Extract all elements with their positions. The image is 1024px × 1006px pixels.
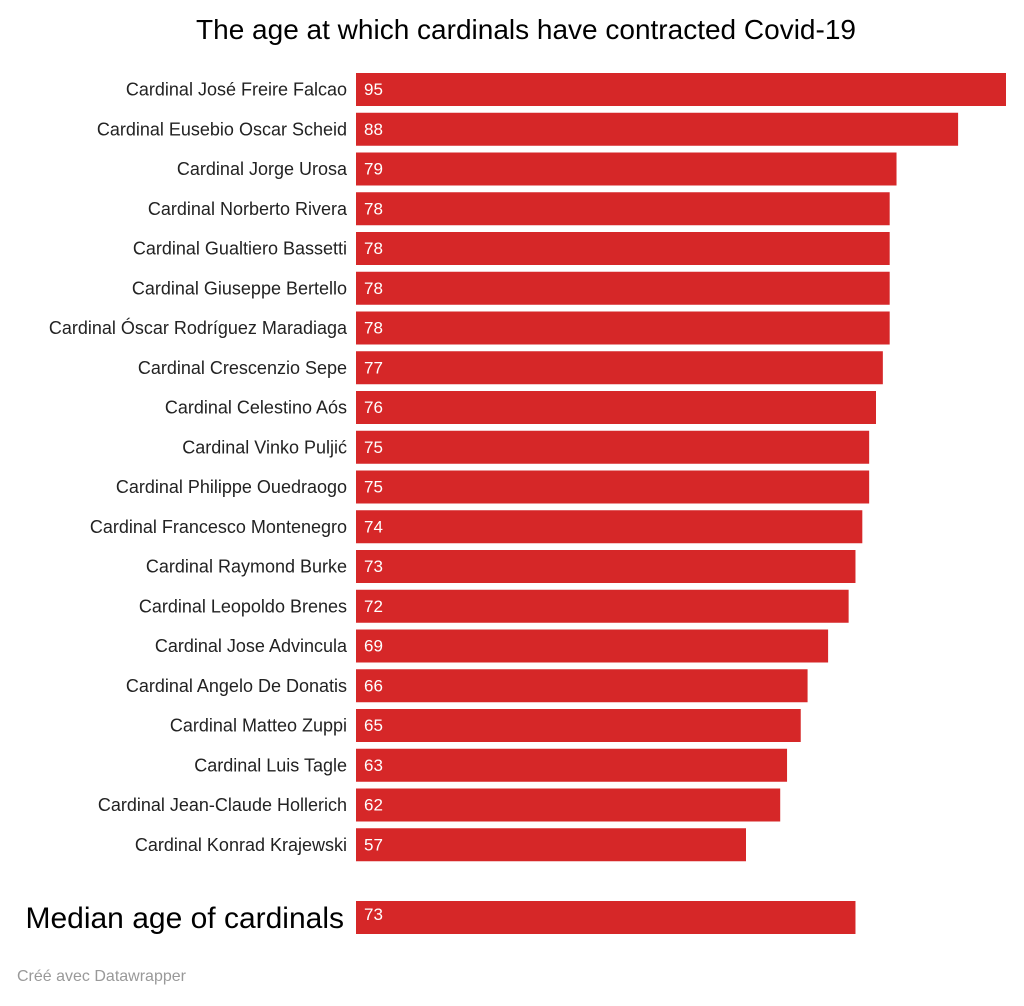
value-label: 75 (364, 438, 383, 457)
value-label: 78 (364, 279, 383, 298)
category-label: Cardinal Francesco Montenegro (90, 517, 347, 537)
bar (356, 510, 863, 544)
bar-row: Cardinal Konrad Krajewski 57 (135, 828, 746, 862)
bar (356, 351, 883, 385)
median-label: Median age of cardinals (25, 902, 344, 935)
bar-row: Cardinal José Freire Falcao 95 (126, 73, 1006, 106)
category-label: Cardinal Eusebio Oscar Scheid (97, 119, 347, 139)
bar (356, 430, 870, 464)
bar (356, 669, 808, 703)
category-label: Cardinal Angelo De Donatis (126, 676, 347, 696)
value-label: 78 (364, 239, 383, 258)
bars-group: Cardinal José Freire Falcao 95 Cardinal Eu… (49, 73, 1006, 862)
value-label: 75 (364, 478, 383, 497)
bar (356, 748, 788, 782)
value-label: 72 (364, 597, 383, 616)
value-label: 73 (364, 557, 383, 576)
bar-row: Cardinal Norberto Rivera 78 (148, 192, 890, 226)
bar-row: Cardinal Jose Advincula 69 (155, 629, 829, 663)
bar (356, 629, 829, 663)
category-label: Cardinal Óscar Rodríguez Maradiaga (49, 317, 348, 338)
bar-row: Cardinal Philippe Ouedraogo 75 (116, 470, 870, 504)
value-label: 69 (364, 637, 383, 656)
value-label: 66 (364, 676, 383, 695)
value-label: 62 (364, 796, 383, 815)
bar (356, 271, 890, 305)
category-label: Cardinal Matteo Zuppi (170, 716, 347, 736)
bar-row: Cardinal Jorge Urosa 79 (177, 152, 897, 186)
bar-row: Cardinal Óscar Rodríguez Maradiaga 78 (49, 311, 890, 345)
value-label: 57 (364, 835, 383, 854)
bar (356, 788, 781, 822)
value-label: 74 (364, 517, 383, 536)
median-value-label: 73 (364, 905, 383, 924)
category-label: Cardinal Philippe Ouedraogo (116, 477, 347, 497)
value-label: 78 (364, 199, 383, 218)
category-label: Cardinal Jose Advincula (155, 636, 348, 656)
bar-row: Cardinal Eusebio Oscar Scheid 88 (97, 112, 959, 146)
bar-row: Cardinal Luis Tagle 63 (194, 748, 788, 782)
bar (356, 828, 746, 862)
category-label: Cardinal Jorge Urosa (177, 159, 348, 179)
value-label: 78 (364, 319, 383, 338)
bar (356, 589, 849, 623)
value-label: 65 (364, 716, 383, 735)
value-label: 63 (364, 756, 383, 775)
bar (356, 192, 890, 226)
bar (356, 709, 801, 742)
value-label: 76 (364, 398, 383, 417)
category-label: Cardinal Norberto Rivera (148, 199, 348, 219)
bar-row: Cardinal Angelo De Donatis 66 (126, 669, 808, 703)
bar-row: Cardinal Matteo Zuppi 65 (170, 709, 801, 742)
bar (356, 550, 856, 583)
bar-row: Cardinal Francesco Montenegro 74 (90, 510, 863, 544)
category-label: Cardinal Vinko Puljić (182, 437, 347, 457)
median-bar (356, 901, 856, 934)
credit-text: Créé avec Datawrapper (17, 968, 186, 985)
bar-row: Cardinal Leopoldo Brenes 72 (139, 589, 849, 623)
bar-row: Cardinal Vinko Puljić 75 (182, 430, 870, 464)
value-label: 88 (364, 120, 383, 139)
bar-row: Cardinal Jean-Claude Hollerich 62 (98, 788, 781, 822)
bar (356, 73, 1006, 106)
bar-row: Cardinal Crescenzio Sepe 77 (138, 351, 883, 385)
bar (356, 152, 897, 186)
category-label: Cardinal Giuseppe Bertello (132, 278, 347, 298)
bar-row: Cardinal Celestino Aós 76 (165, 391, 876, 424)
value-label: 79 (364, 160, 383, 179)
category-label: Cardinal Luis Tagle (194, 755, 347, 775)
bar-row: Cardinal Giuseppe Bertello 78 (132, 271, 890, 305)
category-label: Cardinal Jean-Claude Hollerich (98, 795, 347, 815)
bar (356, 112, 959, 146)
bar (356, 470, 870, 504)
bar (356, 391, 876, 424)
category-label: Cardinal Leopoldo Brenes (139, 596, 347, 616)
category-label: Cardinal Celestino Aós (165, 398, 347, 418)
category-label: Cardinal Gualtiero Bassetti (133, 239, 347, 259)
bar-row: Cardinal Gualtiero Bassetti 78 (133, 232, 890, 265)
bar (356, 232, 890, 265)
bar (356, 311, 890, 345)
value-label: 95 (364, 80, 383, 99)
median-group: Median age of cardinals 73 (25, 901, 856, 935)
category-label: Cardinal Konrad Krajewski (135, 835, 347, 855)
category-label: Cardinal Crescenzio Sepe (138, 358, 347, 378)
value-label: 77 (364, 358, 383, 377)
category-label: Cardinal Raymond Burke (146, 557, 347, 577)
chart-title: The age at which cardinals have contract… (196, 14, 856, 45)
bar-row: Cardinal Raymond Burke 73 (146, 550, 856, 583)
category-label: Cardinal José Freire Falcao (126, 80, 347, 100)
